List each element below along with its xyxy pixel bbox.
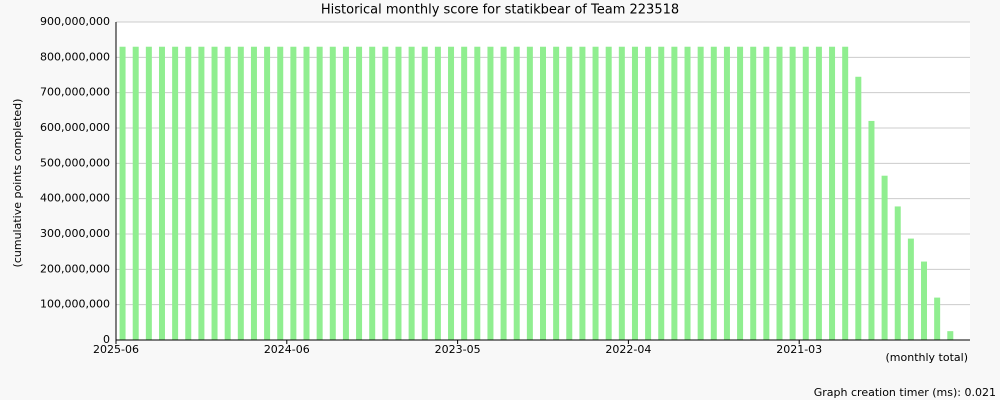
bar <box>763 46 770 340</box>
bar <box>237 46 244 340</box>
bar <box>829 46 836 340</box>
bar <box>658 46 665 340</box>
bar <box>789 46 796 340</box>
y-tick-label: 800,000,000 <box>40 50 110 63</box>
chart-title: Historical monthly score for statikbear … <box>321 3 679 18</box>
bar <box>145 46 152 340</box>
bar <box>224 46 231 340</box>
bar <box>395 46 402 340</box>
y-tick-label: 300,000,000 <box>40 227 110 240</box>
bar <box>907 238 914 340</box>
bar <box>487 46 494 340</box>
bar <box>645 46 652 340</box>
bar <box>329 46 336 340</box>
x-axis-label: (monthly total) <box>886 351 969 364</box>
bar <box>618 46 625 340</box>
bar <box>868 120 875 340</box>
bar <box>434 46 441 340</box>
y-tick-label: 700,000,000 <box>40 86 110 99</box>
bar <box>776 46 783 340</box>
bar <box>277 46 284 340</box>
bar <box>855 76 862 341</box>
bar <box>526 46 533 340</box>
bar <box>461 46 468 340</box>
bar <box>737 46 744 340</box>
x-tick-label: 2023-05 <box>435 343 481 356</box>
bar <box>684 46 691 340</box>
bar <box>605 46 612 340</box>
bar <box>671 46 678 340</box>
bar <box>474 46 481 340</box>
bar <box>119 46 126 340</box>
x-tick-label: 2021-03 <box>776 343 822 356</box>
bar <box>934 297 941 340</box>
bar <box>540 46 546 340</box>
bar <box>264 46 271 340</box>
bar <box>802 46 809 340</box>
bar <box>250 46 257 340</box>
y-axis-label: (cumulative points completed) <box>11 99 24 268</box>
y-tick-label: 600,000,000 <box>40 121 110 134</box>
bar <box>290 46 297 340</box>
bar <box>566 46 573 340</box>
bar <box>448 46 455 340</box>
bar <box>697 46 704 340</box>
bar <box>211 46 218 340</box>
bar <box>723 46 730 340</box>
bar <box>342 46 349 340</box>
bar <box>408 46 415 340</box>
y-tick-label: 900,000,000 <box>40 15 110 28</box>
bar <box>592 46 599 340</box>
y-tick-label: 500,000,000 <box>40 156 110 169</box>
y-tick-label: 400,000,000 <box>40 192 110 205</box>
bar <box>500 46 507 340</box>
bar <box>894 206 901 340</box>
bar <box>421 46 428 340</box>
x-tick-label: 2022-04 <box>605 343 651 356</box>
x-tick-label: 2024-06 <box>264 343 310 356</box>
bar <box>579 46 586 340</box>
bar <box>553 46 560 340</box>
bar <box>881 175 888 340</box>
bar <box>158 46 165 340</box>
bar <box>513 46 520 340</box>
bar <box>382 46 389 340</box>
bar <box>369 46 376 340</box>
bar <box>710 46 717 340</box>
bar <box>316 46 323 340</box>
bar <box>631 46 638 340</box>
bar <box>815 46 822 340</box>
bar <box>947 331 954 340</box>
bar <box>185 46 192 340</box>
footer: Graph creation timer (ms): 0.021 <box>814 386 996 399</box>
bar <box>750 46 757 340</box>
y-tick-label: 0 <box>103 333 110 346</box>
y-tick-label: 100,000,000 <box>40 298 110 311</box>
bar <box>303 46 310 340</box>
y-tick-label: 200,000,000 <box>40 262 110 275</box>
bar <box>132 46 139 340</box>
bar <box>198 46 205 340</box>
bar <box>172 46 179 340</box>
bar <box>356 46 363 340</box>
bar <box>921 261 928 340</box>
bar <box>842 46 849 340</box>
x-tick-label: 2025-06 <box>93 343 139 356</box>
